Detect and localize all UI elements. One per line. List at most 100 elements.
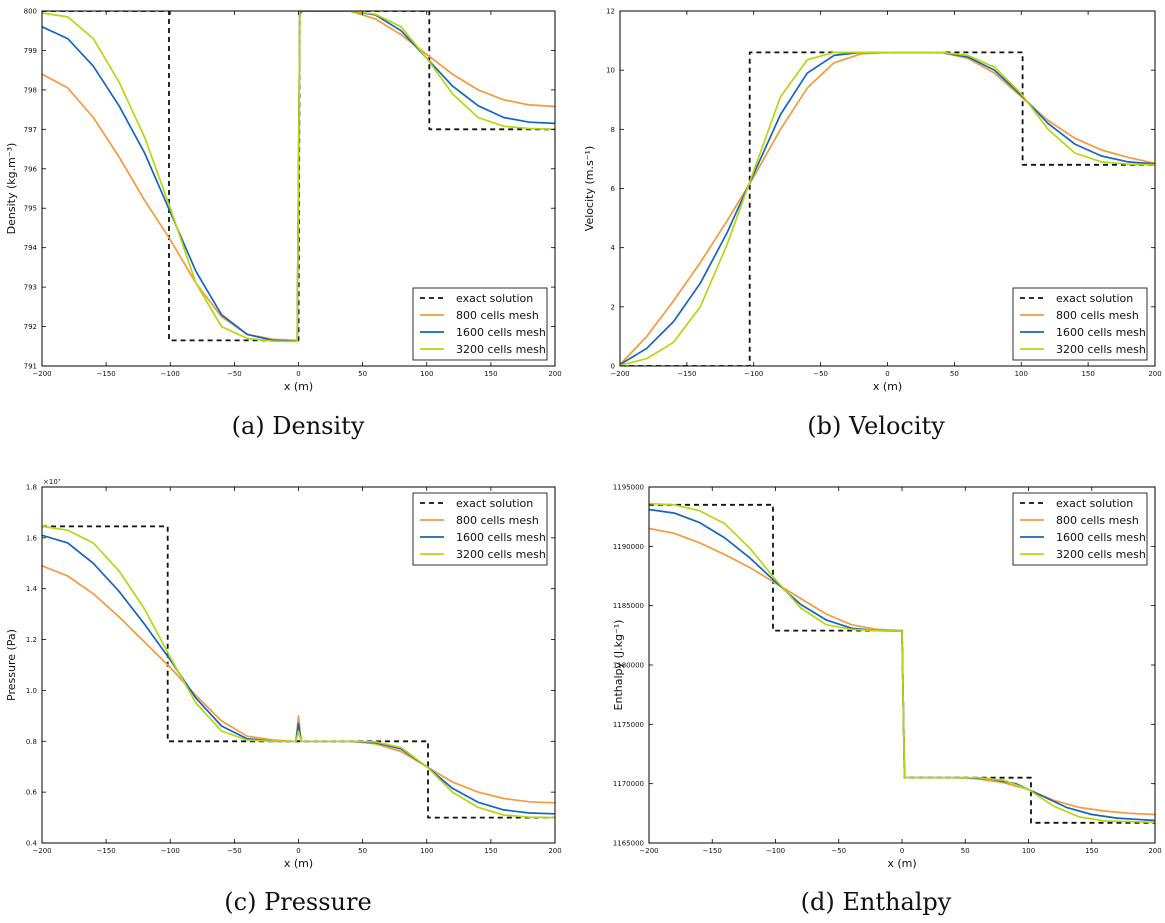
x-tick-label: 100 (420, 847, 433, 855)
y-tick-label: 1180000 (613, 662, 644, 670)
x-tick-label: −150 (97, 847, 116, 855)
legend-box (412, 287, 548, 361)
chart-enthalpy: −200 −150 −100 −50 0 50 100 150 200 1165000 117000… (612, 484, 1162, 871)
y-tick-label: 1195000 (613, 484, 644, 492)
y-tick-label: 1175000 (613, 721, 644, 729)
legend-entry-label: 1600 cells mesh (456, 326, 546, 339)
x-tick-label: −150 (97, 370, 116, 378)
legend-entry-label: exact solution (1056, 497, 1133, 510)
legend-entry-label: exact solution (456, 497, 533, 510)
caption-enthalpy: (d) Enthalpy (800, 888, 952, 916)
caption-density: (a) Density (231, 412, 365, 440)
y-tick-label: 0.4 (26, 840, 38, 848)
y-tick-label: 1185000 (613, 602, 644, 610)
x-tick-label: −100 (161, 847, 180, 855)
legend-box (1012, 287, 1148, 361)
y-tick-label: 799 (24, 47, 37, 55)
y-tick-label: 795 (24, 205, 37, 213)
caption-pressure: (c) Pressure (224, 888, 372, 916)
legend-entry-label: 800 cells mesh (456, 514, 539, 527)
y-tick-label: 792 (24, 323, 37, 331)
x-tick-label: 50 (358, 847, 367, 855)
x-tick-label: −100 (766, 847, 785, 855)
x-tick-label: −200 (32, 370, 51, 378)
chart-density: −200 −150 −100 −50 0 50 100 150 200 791 792 793 794 7… (5, 8, 562, 394)
x-tick-label: 150 (484, 847, 497, 855)
y-tick-label: 0 (611, 363, 615, 371)
y-axis-label: Density (kg.m⁻³) (5, 143, 18, 235)
x-tick-label: 50 (961, 847, 970, 855)
y-tick-label: 2 (611, 303, 615, 311)
legend: exact solution 800 cells mesh 1600 cells m… (412, 492, 548, 566)
y-tick-label: 798 (24, 86, 37, 94)
legend-entry-label: 800 cells mesh (456, 309, 539, 322)
x-tick-label: 0 (900, 847, 904, 855)
x-tick-label: −200 (639, 847, 658, 855)
y-tick-label: 794 (24, 244, 38, 252)
x-tick-label: −50 (227, 847, 242, 855)
chart-velocity: −200 −150 −100 −50 0 50 100 150 200 0 2 4 6 8 10 12 x (m… (583, 8, 1162, 394)
legend: exact solution 800 cells mesh 1600 cells m… (412, 287, 548, 361)
x-tick-label: 200 (548, 370, 561, 378)
y-tick-label: 800 (24, 8, 37, 16)
x-tick-label: −100 (744, 370, 763, 378)
x-tick-label: −100 (161, 370, 180, 378)
series-line-1600 (42, 534, 555, 815)
x-tick-label: −150 (677, 370, 696, 378)
legend-entry-label: 3200 cells mesh (1056, 548, 1146, 561)
y-tick-label: 796 (24, 165, 38, 173)
y-offset-label: ×10⁷ (43, 478, 61, 486)
series-line-3200 (649, 502, 1155, 824)
x-tick-label: 0 (885, 370, 889, 378)
x-tick-label: 200 (1148, 847, 1161, 855)
x-tick-label: 150 (1085, 847, 1098, 855)
y-tick-label: 1.8 (26, 484, 37, 492)
y-tick-label: 797 (24, 126, 37, 134)
x-tick-label: −50 (831, 847, 846, 855)
y-tick-label: 0.6 (26, 789, 38, 797)
legend: exact solution 800 cells mesh 1600 cells m… (1012, 287, 1148, 361)
legend-entry-label: 1600 cells mesh (1056, 326, 1146, 339)
x-axis-label: x (m) (873, 380, 902, 393)
x-tick-label: 100 (420, 370, 433, 378)
caption-velocity: (b) Velocity (807, 412, 945, 440)
y-tick-label: 793 (24, 284, 37, 292)
y-tick-label: 791 (24, 363, 37, 371)
y-tick-label: 1170000 (613, 780, 644, 788)
y-tick-label: 6 (611, 185, 616, 193)
x-tick-label: 150 (1081, 370, 1094, 378)
series-line-800 (42, 565, 555, 804)
legend-entry-label: exact solution (1056, 292, 1133, 305)
x-tick-label: −200 (32, 847, 51, 855)
x-axis-label: x (m) (284, 380, 313, 393)
y-axis-label: Pressure (Pa) (5, 629, 18, 701)
legend-box (1012, 492, 1148, 566)
legend-entry-label: 3200 cells mesh (1056, 343, 1146, 356)
x-tick-label: −200 (610, 370, 629, 378)
x-tick-label: 200 (548, 847, 561, 855)
legend: exact solution 800 cells mesh 1600 cells m… (1012, 492, 1148, 566)
series-line-exact (42, 525, 555, 819)
x-tick-label: 50 (950, 370, 959, 378)
legend-entry-label: 1600 cells mesh (456, 531, 546, 544)
y-tick-label: 1.0 (26, 687, 37, 695)
y-tick-label: 0.8 (26, 738, 37, 746)
legend-entry-label: 3200 cells mesh (456, 343, 546, 356)
y-tick-label: 1190000 (613, 543, 644, 551)
x-tick-label: 150 (484, 370, 497, 378)
x-axis-label: x (m) (887, 857, 916, 870)
x-tick-label: 0 (296, 847, 300, 855)
x-tick-label: −50 (227, 370, 242, 378)
y-axis-label: Enthalpy (J.kg⁻¹) (612, 620, 625, 711)
legend-box (412, 492, 548, 566)
y-tick-label: 12 (606, 8, 615, 16)
legend-entry-label: 800 cells mesh (1056, 514, 1139, 527)
chart-pressure: −200 −150 −100 −50 0 50 100 150 200 0.4 0.6 0.8 1.0 1… (5, 478, 562, 870)
y-axis-label: Velocity (m.s⁻¹) (583, 146, 596, 231)
y-tick-label: 1.2 (26, 636, 37, 644)
y-tick-label: 1165000 (613, 840, 644, 848)
x-tick-label: −150 (703, 847, 722, 855)
x-tick-label: 100 (1015, 370, 1028, 378)
x-tick-label: 200 (1148, 370, 1161, 378)
x-tick-label: 0 (296, 370, 300, 378)
